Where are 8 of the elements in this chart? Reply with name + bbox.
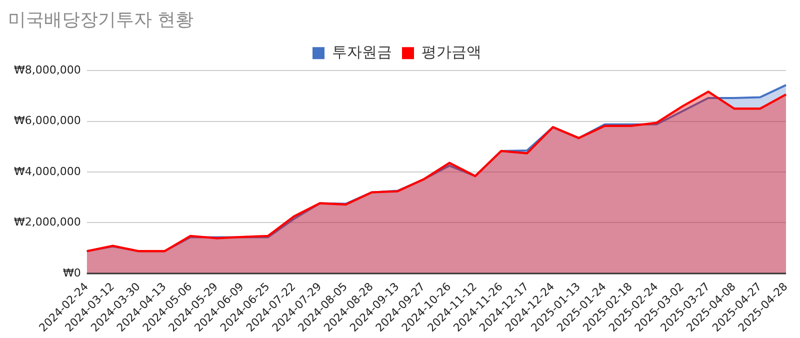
y-tick-label: ₩2,000,000 <box>14 216 81 229</box>
chart-title: 미국배당장기투자 현황 <box>8 9 194 30</box>
legend-label: 투자원금 <box>332 42 392 61</box>
y-tick-label: ₩0 <box>62 266 81 280</box>
legend-label: 평가금액 <box>422 42 482 61</box>
y-tick-label: ₩6,000,000 <box>14 114 81 128</box>
y-tick-label: ₩8,000,000 <box>14 63 81 76</box>
y-tick-label: ₩4,000,000 <box>14 164 81 178</box>
